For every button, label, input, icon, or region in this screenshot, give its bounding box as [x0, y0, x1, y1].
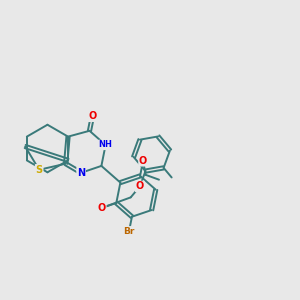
Text: N: N [77, 168, 85, 178]
Text: O: O [98, 203, 106, 213]
Text: O: O [88, 111, 97, 121]
Text: O: O [136, 182, 144, 191]
Text: Br: Br [123, 227, 135, 236]
Text: S: S [36, 165, 43, 175]
Text: NH: NH [99, 140, 112, 149]
Text: O: O [139, 156, 147, 166]
